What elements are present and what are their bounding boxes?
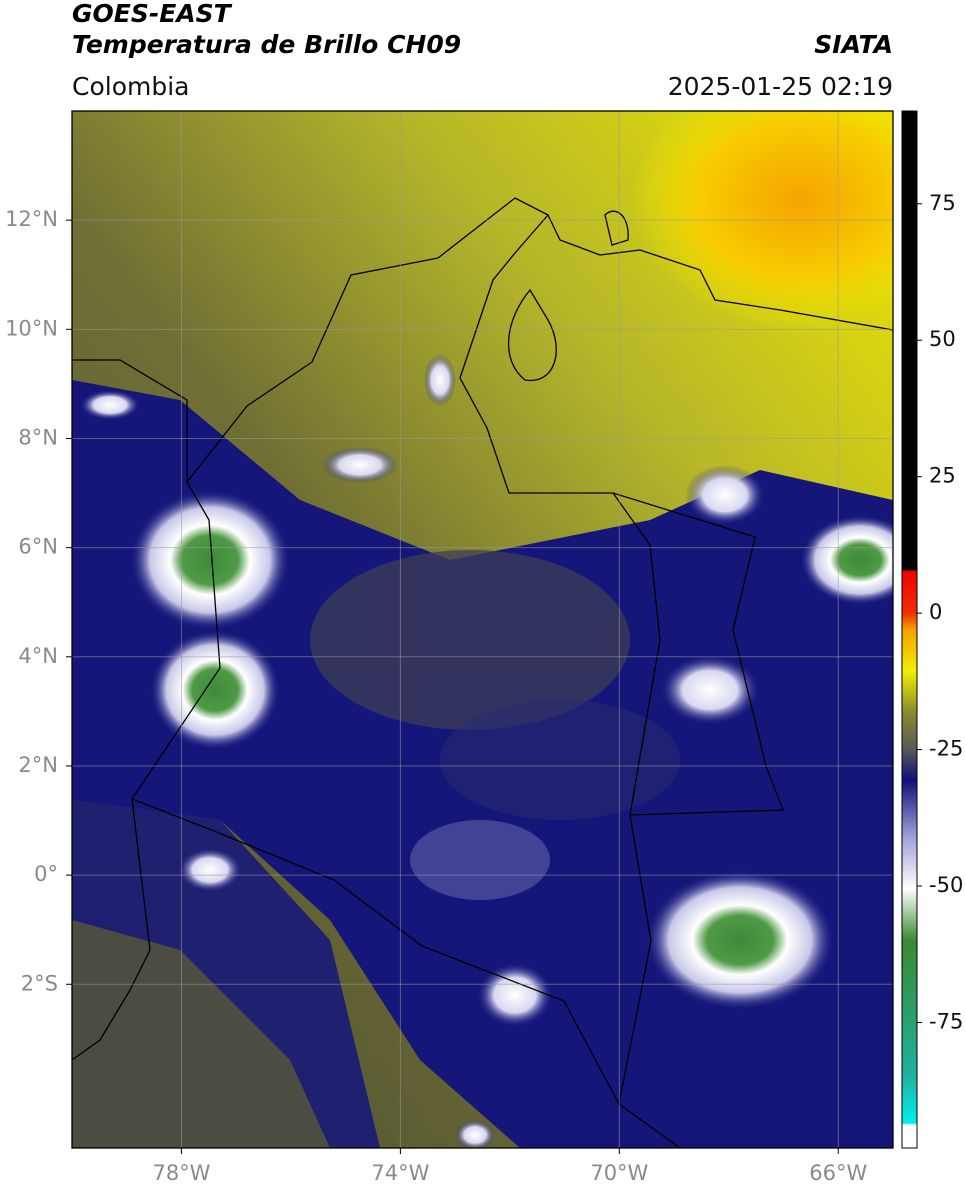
colorbar-tick-label: -50 xyxy=(929,873,963,897)
colorbar-tick-label: -75 xyxy=(929,1009,963,1033)
datetime: 2025-01-25 02:19 xyxy=(668,72,893,101)
region: Colombia xyxy=(72,72,189,101)
lake-maracaibo xyxy=(507,288,557,382)
y-tick-label: 6°N xyxy=(18,535,58,559)
y-tick-label: 2°S xyxy=(21,971,58,995)
x-tick-label: 74°W xyxy=(371,1161,429,1185)
coastline xyxy=(547,214,893,331)
satellite-image xyxy=(72,111,893,1148)
border xyxy=(618,1103,681,1148)
colorbar-tick-label: -25 xyxy=(929,737,963,761)
colorbar-tick-label: 0 xyxy=(929,600,942,624)
colombia-border xyxy=(131,197,784,1106)
coastline xyxy=(72,359,188,482)
y-tick-label: 10°N xyxy=(5,316,58,340)
y-tick-label: 8°N xyxy=(18,425,58,449)
x-tick-label: 70°W xyxy=(590,1161,648,1185)
colorbar xyxy=(901,110,918,1149)
y-tick-label: 4°N xyxy=(18,644,58,668)
source: SIATA xyxy=(814,30,893,59)
island xyxy=(604,210,629,246)
colorbar-tick-label: 50 xyxy=(929,327,956,351)
x-tick-label: 78°W xyxy=(152,1161,210,1185)
subtitle: Temperatura de Brillo CH09 xyxy=(72,30,461,59)
y-tick-label: 0° xyxy=(34,862,58,886)
x-tick-label: 66°W xyxy=(809,1161,867,1185)
title: GOES-EAST xyxy=(72,0,233,28)
y-tick-label: 2°N xyxy=(18,753,58,777)
border xyxy=(612,492,661,816)
y-tick-label: 12°N xyxy=(5,207,58,231)
colorbar-tick-label: 25 xyxy=(929,464,956,488)
grid xyxy=(72,111,893,1148)
border xyxy=(72,798,151,1061)
colorbar-tick-label: 75 xyxy=(929,191,956,215)
map-frame xyxy=(71,110,894,1149)
